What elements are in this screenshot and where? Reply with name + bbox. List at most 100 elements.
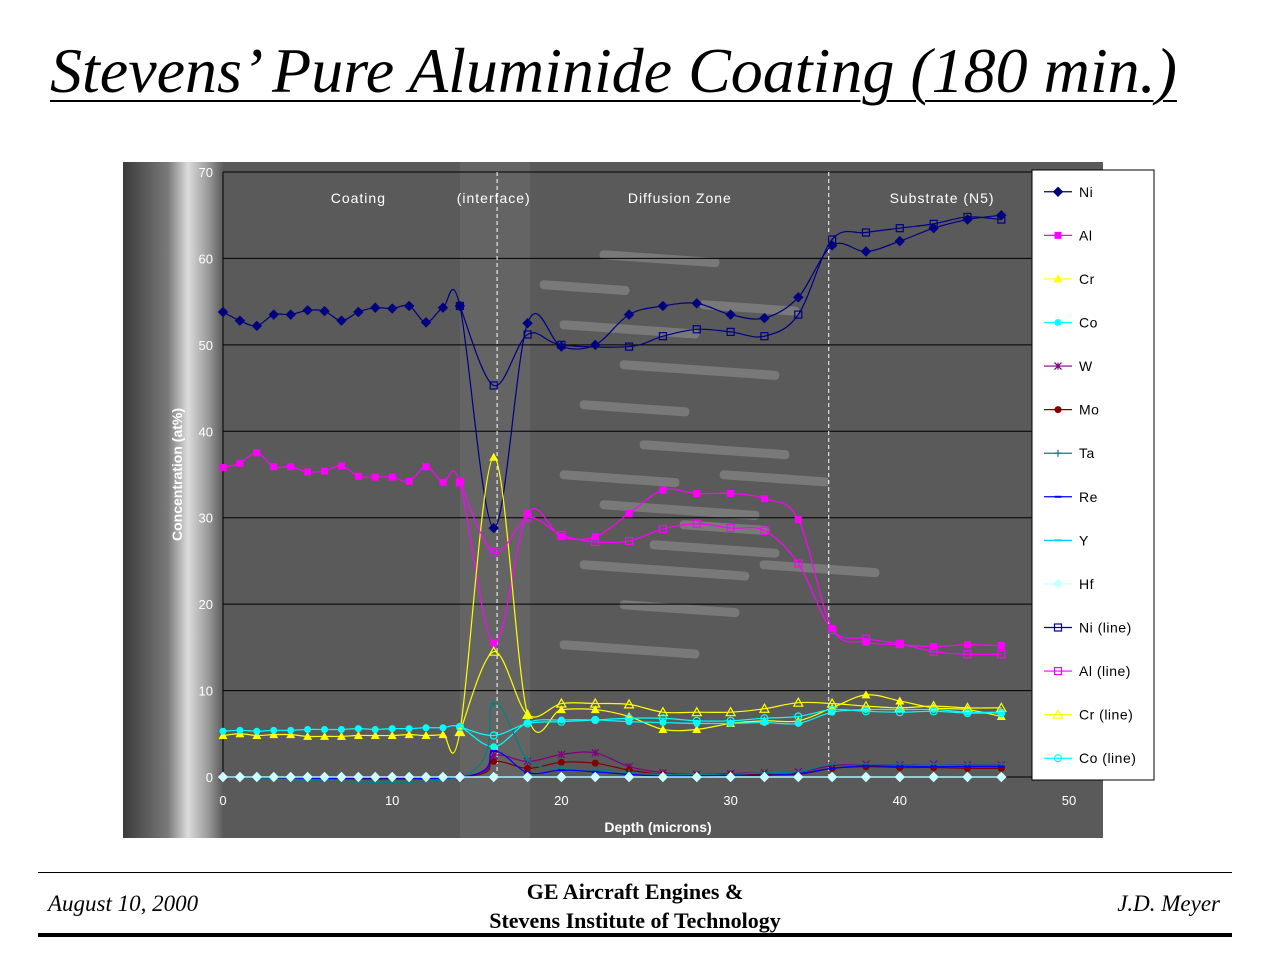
point-co-3 bbox=[270, 726, 278, 734]
point-ni-line-8 bbox=[760, 332, 769, 341]
point-cr-17 bbox=[556, 705, 566, 714]
point-co-6 bbox=[321, 725, 329, 733]
point-co-line-6 bbox=[658, 714, 668, 723]
legend-swatch-marker-ta bbox=[1054, 449, 1062, 457]
point-cr-3 bbox=[269, 730, 279, 739]
region-label-diffusion-zone: Diffusion Zone bbox=[628, 190, 732, 206]
point-hf-14 bbox=[454, 771, 466, 783]
point-cr-10 bbox=[387, 731, 397, 740]
point-al-line-4 bbox=[591, 537, 600, 547]
point-hf-8 bbox=[353, 771, 364, 783]
point-co-21 bbox=[693, 719, 701, 727]
legend-swatch-marker-mo bbox=[1054, 406, 1062, 414]
legend-item-cr-line: Cr (line) bbox=[1044, 707, 1133, 723]
legend-item-al: Al bbox=[1044, 227, 1092, 243]
point-al-line-9 bbox=[760, 526, 769, 535]
legend-item-al-line: Al (line) bbox=[1044, 663, 1130, 679]
point-cr-13 bbox=[438, 730, 448, 739]
point-cr-4 bbox=[286, 730, 296, 739]
point-ni-26 bbox=[860, 246, 872, 257]
point-al-21 bbox=[693, 490, 701, 498]
point-al-9 bbox=[371, 473, 379, 481]
point-hf-9 bbox=[370, 771, 381, 783]
point-al-line-2 bbox=[523, 513, 532, 522]
legend-item-mo: Mo bbox=[1044, 402, 1099, 418]
point-al-10 bbox=[388, 473, 396, 481]
point-cr-15 bbox=[489, 452, 499, 461]
point-ta-2 bbox=[490, 700, 498, 708]
sem-streak-15 bbox=[759, 560, 880, 578]
point-hf-28 bbox=[928, 771, 939, 783]
point-al-23 bbox=[760, 495, 768, 503]
point-al-2 bbox=[253, 449, 261, 457]
point-al-5 bbox=[304, 468, 312, 476]
point-ni-line-6 bbox=[692, 325, 701, 334]
point-cr-0 bbox=[218, 731, 228, 740]
point-hf-22 bbox=[725, 771, 736, 783]
legend-label-co-line: Co (line) bbox=[1079, 750, 1136, 766]
point-co-line-14 bbox=[929, 707, 938, 716]
point-al-20 bbox=[659, 486, 667, 494]
x-tick-label-50: 50 bbox=[1062, 793, 1076, 808]
point-hf-30 bbox=[996, 771, 1007, 783]
footer-rule-top bbox=[38, 872, 1232, 873]
sem-streak-12 bbox=[699, 300, 800, 316]
point-cr-line-6 bbox=[657, 706, 669, 717]
series-cr-line bbox=[454, 645, 1007, 737]
point-ni-line-11 bbox=[861, 228, 871, 237]
y-tick-label-30: 30 bbox=[199, 511, 213, 526]
region-label-substrate-n5: Substrate (N5) bbox=[890, 190, 995, 206]
point-al-25 bbox=[828, 624, 836, 632]
point-ni-1 bbox=[234, 315, 246, 326]
point-ni-12 bbox=[420, 317, 432, 328]
point-co-12 bbox=[422, 724, 430, 732]
footer-organization: GE Aircraft Engines & Stevens Institute … bbox=[435, 877, 835, 935]
legend-item-w: W bbox=[1044, 358, 1093, 374]
point-cr-26 bbox=[861, 690, 871, 699]
point-co-line-0 bbox=[455, 722, 464, 731]
point-cr-2 bbox=[252, 731, 262, 740]
sem-streak-4 bbox=[579, 400, 690, 417]
series-line-ni-line bbox=[459, 216, 1002, 387]
point-hf-3 bbox=[268, 771, 279, 783]
legend-label-hf: Hf bbox=[1079, 576, 1094, 592]
legend-item-hf: Hf bbox=[1044, 576, 1094, 592]
legend-swatch-marker-hf bbox=[1052, 578, 1064, 590]
point-ni-line-9 bbox=[794, 310, 803, 319]
point-w-5 bbox=[591, 748, 600, 757]
point-cr-line-10 bbox=[792, 696, 804, 707]
series-line-co-line bbox=[459, 708, 1002, 737]
point-al-line-7 bbox=[692, 519, 701, 528]
point-al-line-16 bbox=[997, 650, 1006, 659]
point-co-line-10 bbox=[794, 712, 803, 721]
point-ni-line-1 bbox=[489, 381, 498, 390]
point-al-15 bbox=[490, 639, 498, 647]
point-co-line-16 bbox=[997, 708, 1006, 718]
series-hf bbox=[217, 771, 1007, 783]
point-al-line-8 bbox=[726, 523, 735, 533]
point-hf-2 bbox=[251, 771, 263, 783]
point-hf-17 bbox=[556, 771, 567, 783]
legend-label-cr-line: Cr (line) bbox=[1079, 707, 1133, 723]
point-co-15 bbox=[490, 743, 498, 751]
point-ni-30 bbox=[996, 210, 1007, 221]
point-cr-line-16 bbox=[995, 702, 1007, 712]
sem-micrograph-background bbox=[123, 162, 1103, 838]
legend-label-ni-line: Ni (line) bbox=[1079, 620, 1132, 636]
point-al-24 bbox=[794, 515, 802, 523]
point-ni-line-7 bbox=[726, 327, 735, 336]
legend-swatch-marker-al bbox=[1054, 231, 1062, 239]
point-co-line-8 bbox=[726, 716, 735, 725]
legend-label-ta: Ta bbox=[1079, 445, 1095, 461]
point-co-line-11 bbox=[828, 705, 837, 714]
region-label-interface: (interface) bbox=[457, 190, 531, 206]
point-al-19 bbox=[625, 509, 633, 517]
point-cr-line-11 bbox=[826, 697, 838, 708]
point-ni-line-4 bbox=[624, 342, 634, 351]
point-mo-4 bbox=[557, 758, 565, 766]
footer-author: J.D. Meyer bbox=[1117, 891, 1220, 916]
point-mo-3 bbox=[524, 764, 532, 772]
point-al-16 bbox=[524, 509, 532, 517]
x-tick-label-0: 0 bbox=[219, 793, 226, 808]
sem-streak-5 bbox=[639, 440, 790, 460]
